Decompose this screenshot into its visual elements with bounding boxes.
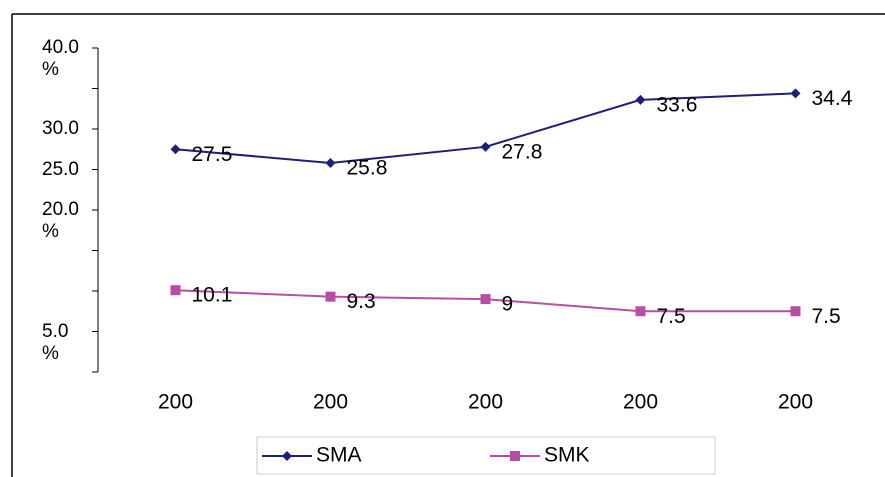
marker: [790, 306, 801, 317]
y-tick-label: 30.0: [42, 118, 79, 139]
marker: [170, 285, 181, 296]
data-label: 7.5: [657, 305, 686, 328]
marker: [480, 294, 491, 305]
x-tick-label: 200: [778, 391, 813, 414]
y-tick-label: 40.0 %: [42, 37, 79, 80]
data-label: 9: [502, 293, 514, 316]
data-label: 33.6: [657, 93, 698, 116]
marker: [325, 158, 336, 169]
marker: [170, 144, 181, 155]
y-tick-label: 25.0: [42, 158, 79, 180]
x-tick-label: 200: [313, 391, 348, 414]
data-label: 27.8: [502, 140, 543, 163]
legend: [256, 436, 716, 475]
legend-label: SMK: [544, 444, 590, 467]
marker: [635, 306, 646, 317]
marker: [325, 291, 336, 302]
marker: [510, 451, 520, 461]
data-label: 34.4: [812, 87, 853, 110]
data-label: 10.1: [192, 284, 233, 307]
y-tick-label: 20.0 %: [42, 199, 79, 242]
series-line: [175, 92, 796, 165]
legend-label: SMA: [316, 444, 362, 467]
data-label: 25.8: [347, 157, 388, 180]
x-tick-label: 200: [623, 391, 658, 414]
marker: [282, 451, 292, 461]
y-tick-label: 5.0 %: [42, 320, 69, 364]
data-label: 9.3: [347, 290, 376, 313]
x-tick-label: 200: [158, 391, 193, 414]
marker: [480, 141, 491, 152]
data-label: 7.5: [812, 305, 841, 328]
x-tick-label: 200: [468, 391, 503, 414]
data-label: 27.5: [192, 143, 233, 166]
marker: [790, 88, 801, 99]
marker: [635, 94, 646, 105]
